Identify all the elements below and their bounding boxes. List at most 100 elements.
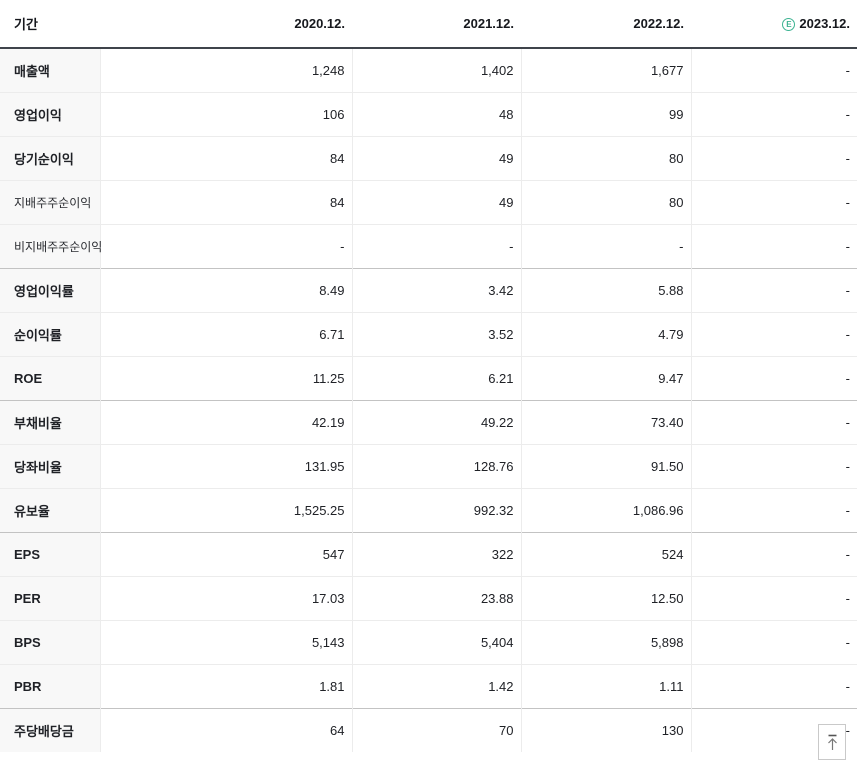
- scroll-to-top-arrow-icon: [826, 734, 839, 751]
- header-row: 기간 2020.12. 2021.12. 2022.12. E 2023.12.: [0, 0, 857, 49]
- table-row: 주당배당금 64 70 130 -: [0, 708, 857, 752]
- cell-value: -: [690, 136, 857, 180]
- cell-value: -: [690, 532, 857, 576]
- cell-value: 5,898: [520, 620, 691, 664]
- cell-value: 48: [351, 92, 521, 136]
- column-label: 2022.12.: [633, 16, 684, 31]
- cell-value: 524: [520, 532, 691, 576]
- cell-value: 91.50: [520, 444, 691, 488]
- cell-value: 4.79: [520, 312, 691, 356]
- table-row: 영업이익률 8.49 3.42 5.88 -: [0, 268, 857, 312]
- cell-value: 73.40: [520, 400, 691, 444]
- row-label: 유보율: [0, 488, 100, 532]
- cell-value: 99: [520, 92, 691, 136]
- cell-value: 80: [520, 136, 691, 180]
- cell-value: -: [690, 576, 857, 620]
- cell-value: 49.22: [351, 400, 521, 444]
- cell-value: 11.25: [99, 356, 352, 400]
- cell-value: 12.50: [520, 576, 691, 620]
- cell-value: 1,677: [520, 48, 691, 92]
- cell-value: -: [690, 664, 857, 708]
- table-row: 부채비율 42.19 49.22 73.40 -: [0, 400, 857, 444]
- cell-value: 70: [351, 708, 521, 752]
- cell-value: 1,525.25: [99, 488, 352, 532]
- table-row: 비지배주주순이익 - - - -: [0, 224, 857, 268]
- cell-value: 80: [520, 180, 691, 224]
- cell-value: -: [690, 92, 857, 136]
- table-row: 당기순이익 84 49 80 -: [0, 136, 857, 180]
- row-label: 당좌비율: [0, 444, 100, 488]
- row-label: BPS: [0, 620, 100, 664]
- row-label: 영업이익: [0, 92, 100, 136]
- table-row: 당좌비율 131.95 128.76 91.50 -: [0, 444, 857, 488]
- cell-value: 1.81: [99, 664, 352, 708]
- row-label: PER: [0, 576, 100, 620]
- cell-value: -: [690, 488, 857, 532]
- cell-value: 5.88: [520, 268, 691, 312]
- row-label: 당기순이익: [0, 136, 100, 180]
- cell-value: 84: [99, 180, 352, 224]
- cell-value: 9.47: [520, 356, 691, 400]
- cell-value: 1,086.96: [520, 488, 691, 532]
- row-label: EPS: [0, 532, 100, 576]
- cell-value: 3.52: [351, 312, 521, 356]
- cell-value: 1,248: [99, 48, 352, 92]
- table-row: EPS 547 322 524 -: [0, 532, 857, 576]
- table-row: PBR 1.81 1.42 1.11 -: [0, 664, 857, 708]
- row-label: 주당배당금: [0, 708, 100, 752]
- cell-value: 17.03: [99, 576, 352, 620]
- row-label: 순이익률: [0, 312, 100, 356]
- estimate-icon: E: [782, 18, 796, 31]
- cell-value: 84: [99, 136, 352, 180]
- cell-value: -: [351, 224, 521, 268]
- column-header-2023-12: E 2023.12.: [691, 0, 857, 49]
- table-row: 매출액 1,248 1,402 1,677 -: [0, 48, 857, 92]
- cell-value: 1,402: [351, 48, 521, 92]
- column-header-2021-12: 2021.12.: [352, 0, 521, 49]
- cell-value: 64: [99, 708, 352, 752]
- row-label: 부채비율: [0, 400, 100, 444]
- financial-summary-table: 기간 2020.12. 2021.12. 2022.12. E 2023.12. …: [0, 0, 857, 752]
- cell-value: 1.11: [520, 664, 691, 708]
- scroll-to-top-button[interactable]: [818, 724, 846, 760]
- cell-value: 23.88: [351, 576, 521, 620]
- cell-value: 42.19: [99, 400, 352, 444]
- cell-value: -: [690, 312, 857, 356]
- cell-value: 6.71: [99, 312, 352, 356]
- cell-value: 6.21: [351, 356, 521, 400]
- table-row: BPS 5,143 5,404 5,898 -: [0, 620, 857, 664]
- cell-value: -: [690, 444, 857, 488]
- cell-value: -: [520, 224, 691, 268]
- table-row: 순이익률 6.71 3.52 4.79 -: [0, 312, 857, 356]
- cell-value: 8.49: [99, 268, 352, 312]
- cell-value: 5,143: [99, 620, 352, 664]
- cell-value: -: [690, 48, 857, 92]
- cell-value: 128.76: [351, 444, 521, 488]
- cell-value: 5,404: [351, 620, 521, 664]
- table-row: 지배주주순이익 84 49 80 -: [0, 180, 857, 224]
- column-label: 2020.12.: [294, 16, 345, 31]
- table-row: 영업이익 106 48 99 -: [0, 92, 857, 136]
- table-row: ROE 11.25 6.21 9.47 -: [0, 356, 857, 400]
- column-header-2020-12: 2020.12.: [100, 0, 352, 49]
- column-label: 2023.12.: [799, 16, 850, 31]
- row-label: PBR: [0, 664, 100, 708]
- row-label: 매출액: [0, 48, 100, 92]
- period-header: 기간: [0, 0, 100, 49]
- cell-value: -: [690, 224, 857, 268]
- cell-value: 1.42: [351, 664, 521, 708]
- row-label: 비지배주주순이익: [0, 224, 102, 268]
- row-label: ROE: [0, 356, 100, 400]
- cell-value: -: [690, 268, 857, 312]
- cell-value: 3.42: [351, 268, 521, 312]
- column-label: 2021.12.: [463, 16, 514, 31]
- cell-value: -: [690, 400, 857, 444]
- cell-value: -: [690, 620, 857, 664]
- cell-value: 992.32: [351, 488, 521, 532]
- table-row: 유보율 1,525.25 992.32 1,086.96 -: [0, 488, 857, 532]
- cell-value: 106: [99, 92, 352, 136]
- cell-value: 49: [351, 180, 521, 224]
- cell-value: 131.95: [99, 444, 352, 488]
- cell-value: -: [690, 180, 857, 224]
- cell-value: 547: [99, 532, 352, 576]
